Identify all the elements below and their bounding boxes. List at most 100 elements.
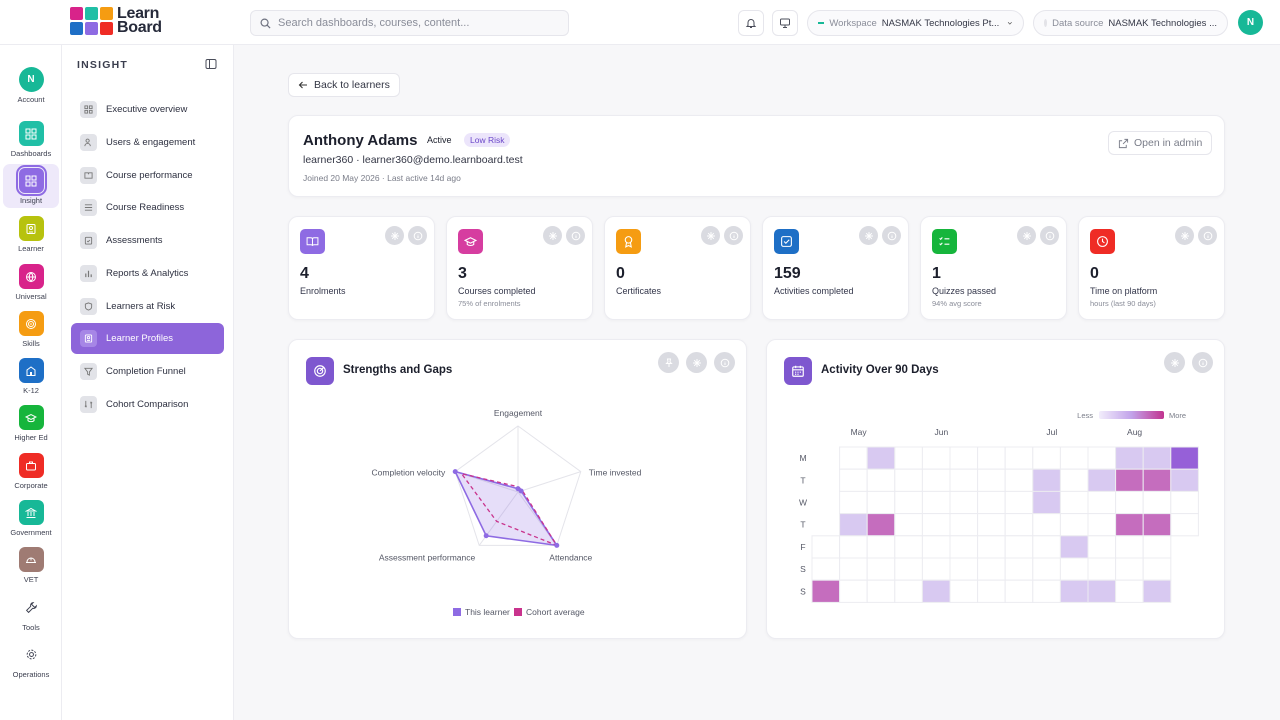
info-button[interactable]	[882, 226, 901, 245]
learnboard-logo[interactable]: Learn Board	[70, 6, 162, 36]
sidebar-item-reports-analytics[interactable]: Reports & Analytics	[71, 258, 224, 289]
workspace-indicator-icon	[818, 22, 825, 24]
notifications-button[interactable]	[738, 10, 764, 36]
heatmap-cell	[839, 468, 868, 492]
open-in-admin-label: Open in admin	[1134, 137, 1203, 149]
user-avatar[interactable]: N	[1238, 10, 1263, 35]
heatmap-cell	[949, 557, 979, 581]
rail-label: VET	[23, 575, 39, 584]
data-source-selector[interactable]: Data source NASMAK Technologies ...	[1033, 10, 1228, 36]
sidebar-item-label: Learner Profiles	[106, 333, 174, 344]
rail-item-learner[interactable]: Learner	[3, 216, 59, 253]
rail-item-universal[interactable]: Universal	[3, 264, 59, 301]
sparkle-icon	[1022, 231, 1031, 240]
info-button[interactable]	[1198, 226, 1217, 245]
sparkle-icon	[706, 231, 715, 240]
workspace-selector[interactable]: Workspace NASMAK Technologies Pt...	[807, 10, 1024, 36]
heatmap-cell	[921, 579, 951, 603]
heatmap-day-label: S	[800, 564, 806, 574]
heatmap-cell	[1115, 557, 1144, 581]
sidebar-item-course-readiness[interactable]: Course Readiness	[71, 192, 224, 223]
rail-item-tools[interactable]: Tools	[3, 595, 59, 632]
sparkle-button[interactable]	[385, 226, 404, 245]
rail-item-insight[interactable]: Insight	[3, 164, 59, 208]
heatmap-cell	[949, 446, 979, 470]
rail-item-skills[interactable]: Skills	[3, 311, 59, 348]
heatmap-cell	[894, 446, 923, 470]
school-icon	[18, 358, 44, 383]
sidebar-item-users-engagement[interactable]: Users & engagement	[71, 127, 224, 158]
sidebar-item-assessments[interactable]: Assessments	[71, 225, 224, 256]
heatmap-cell	[1115, 513, 1144, 537]
risk-badge: Low Risk	[464, 133, 511, 147]
rail-label: Tools	[22, 623, 40, 632]
info-button[interactable]	[724, 226, 743, 245]
legend-label-learner: This learner	[465, 607, 510, 617]
rail-item-government[interactable]: Government	[3, 500, 59, 537]
sidebar-item-label: Cohort Comparison	[106, 399, 189, 410]
rail-item-higher-ed[interactable]: Higher Ed	[3, 405, 59, 442]
heatmap-cell	[1032, 535, 1061, 559]
heatmap-cell	[894, 579, 923, 603]
learner-email: learner360 · learner360@demo.learnboard.…	[303, 154, 523, 166]
sidebar-title: INSIGHT	[77, 59, 128, 71]
heatmap-cell	[839, 579, 868, 603]
info-icon	[729, 231, 738, 240]
sidebar-item-completion-funnel[interactable]: Completion Funnel	[71, 356, 224, 387]
info-button[interactable]	[1192, 352, 1213, 373]
search-box[interactable]	[250, 10, 569, 36]
back-to-learners-button[interactable]: Back to learners	[288, 73, 400, 97]
display-button[interactable]	[772, 10, 798, 36]
heatmap-cell	[811, 579, 841, 603]
rail-item-k12[interactable]: K-12	[3, 358, 59, 395]
sidebar-item-learner-profiles[interactable]: Learner Profiles	[71, 323, 224, 354]
info-button[interactable]	[1040, 226, 1059, 245]
clock-icon	[1090, 229, 1115, 254]
heatmap-cell	[921, 446, 951, 470]
sparkle-button[interactable]	[1175, 226, 1194, 245]
stat-sub: hours (last 90 days)	[1090, 299, 1156, 308]
sparkle-button[interactable]	[543, 226, 562, 245]
activity-heatmap-card: Activity Over 90 Days Less More May Jun Jul A…	[766, 339, 1225, 639]
info-button[interactable]	[714, 352, 735, 373]
logo-text: Learn Board	[117, 6, 162, 36]
sidebar-item-course-performance[interactable]: Course performance	[71, 160, 224, 191]
heatmap-cell	[977, 513, 1006, 537]
rail-item-vet[interactable]: VET	[3, 547, 59, 584]
heatmap-cell	[1032, 446, 1061, 470]
heatmap-cell	[1059, 446, 1089, 470]
pin-icon	[664, 358, 673, 367]
heatmap-cell	[811, 557, 841, 581]
legend-label-cohort: Cohort average	[526, 607, 585, 617]
learner-name: Anthony Adams	[303, 132, 418, 149]
checkbox-icon	[774, 229, 799, 254]
rail-item-dashboards[interactable]: Dashboards	[3, 121, 59, 158]
pin-button[interactable]	[658, 352, 679, 373]
sidebar-item-executive-overview[interactable]: Executive overview	[71, 94, 224, 125]
sidebar-item-learners-at-risk[interactable]: Learners at Risk	[71, 291, 224, 322]
sidebar-item-cohort-comparison[interactable]: Cohort Comparison	[71, 389, 224, 420]
users-icon	[80, 134, 97, 151]
sparkle-icon	[1180, 231, 1189, 240]
radar-axis-label: Engagement	[494, 408, 543, 418]
sidebar-collapse-icon[interactable]	[205, 58, 217, 70]
heatmap-cell	[1059, 557, 1089, 581]
stat-value: 3	[458, 265, 467, 282]
info-button[interactable]	[408, 226, 427, 245]
rail-item-corporate[interactable]: Corporate	[3, 453, 59, 490]
stat-value: 159	[774, 265, 801, 282]
rail-item-operations[interactable]: Operations	[3, 642, 59, 679]
heatmap-cell	[1115, 446, 1144, 470]
open-in-admin-button[interactable]: Open in admin	[1108, 131, 1213, 155]
sparkle-button[interactable]	[1164, 352, 1185, 373]
radar-axis-label: Attendance	[549, 552, 592, 562]
sparkle-button[interactable]	[701, 226, 720, 245]
search-input[interactable]	[278, 17, 558, 29]
rail-item-account[interactable]: N Account	[3, 67, 59, 104]
info-button[interactable]	[566, 226, 585, 245]
sparkle-button[interactable]	[859, 226, 878, 245]
stat-label: Enrolments	[300, 286, 346, 296]
heatmap-cell	[1059, 490, 1089, 515]
sparkle-button[interactable]	[1017, 226, 1036, 245]
sparkle-button[interactable]	[686, 352, 707, 373]
